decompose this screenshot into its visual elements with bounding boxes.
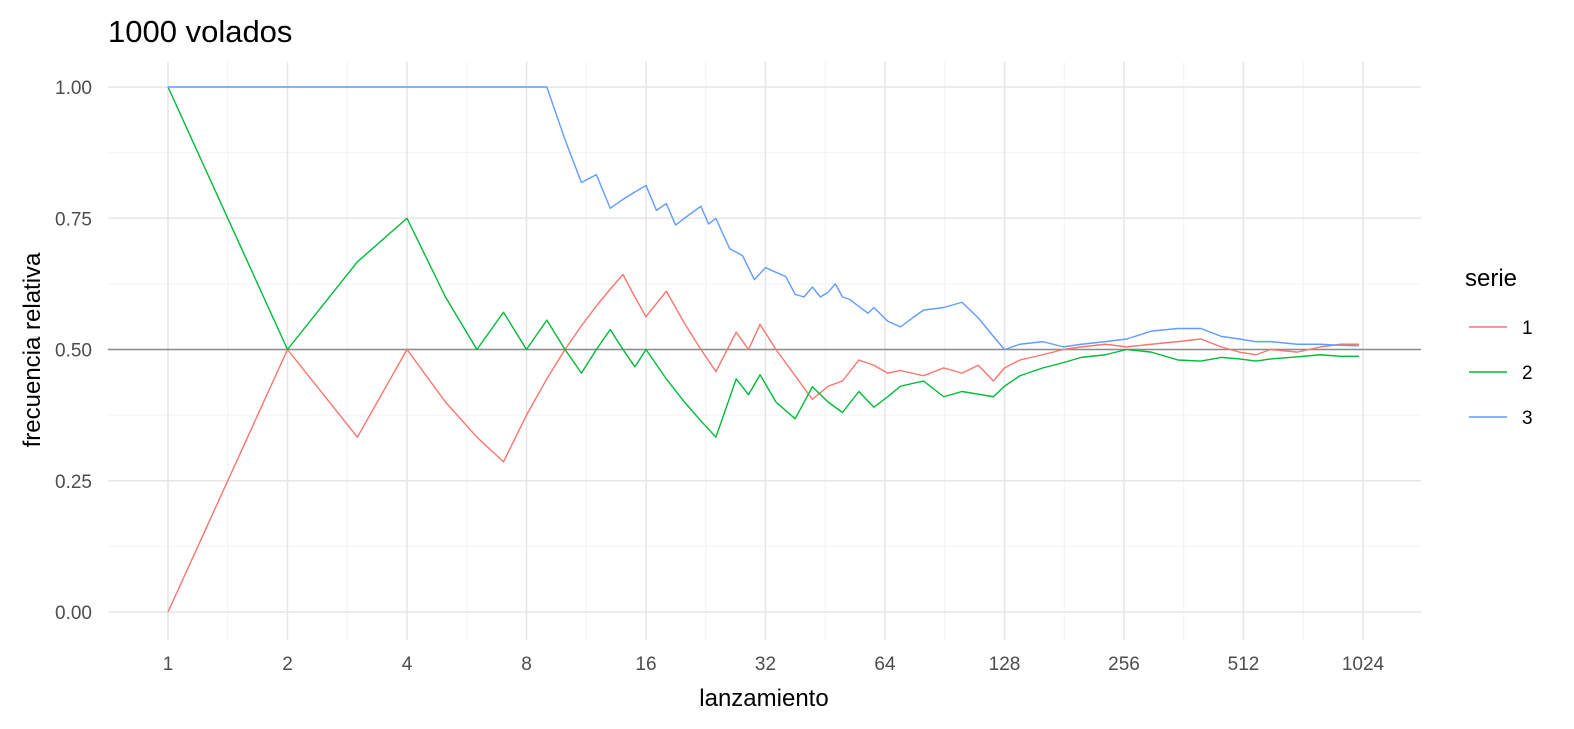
x-axis-title: lanzamiento [699, 685, 828, 712]
x-tick-label: 2 [282, 654, 293, 675]
series-line-2 [167, 86, 1359, 438]
legend-title: serie [1465, 265, 1517, 292]
legend-label-1: 1 [1522, 318, 1533, 339]
y-tick-label: 0.75 [55, 209, 92, 230]
y-tick-label: 0.00 [55, 603, 92, 624]
x-tick-label: 4 [402, 654, 413, 675]
legend-label-3: 3 [1522, 408, 1533, 429]
x-tick-label: 16 [635, 654, 656, 675]
x-tick-label: 64 [874, 654, 896, 675]
y-tick-label: 0.50 [55, 341, 92, 362]
x-tick-label: 256 [1108, 654, 1140, 675]
x-tick-label: 1024 [1342, 654, 1385, 675]
legend-items: 1 2 3 [1469, 318, 1533, 429]
x-tick-label: 1 [163, 654, 174, 675]
x-axis-tick-labels: 1 2 4 8 16 32 64 128 256 512 1024 [163, 654, 1385, 675]
y-tick-label: 1.00 [55, 78, 92, 99]
x-tick-label: 512 [1228, 654, 1260, 675]
chart-title: 1000 volados [108, 14, 292, 49]
legend: serie 1 2 3 [1465, 265, 1533, 429]
y-axis-title: frecuencia relativa [19, 252, 46, 447]
series-lines [167, 86, 1359, 613]
x-tick-label: 32 [755, 654, 776, 675]
x-tick-label: 128 [989, 654, 1021, 675]
series-line-3 [168, 86, 1359, 351]
y-tick-label: 0.25 [55, 472, 92, 493]
legend-label-2: 2 [1522, 363, 1533, 384]
x-tick-label: 8 [521, 654, 532, 675]
y-axis-tick-labels: 0.00 0.25 0.50 0.75 1.00 [55, 78, 92, 624]
